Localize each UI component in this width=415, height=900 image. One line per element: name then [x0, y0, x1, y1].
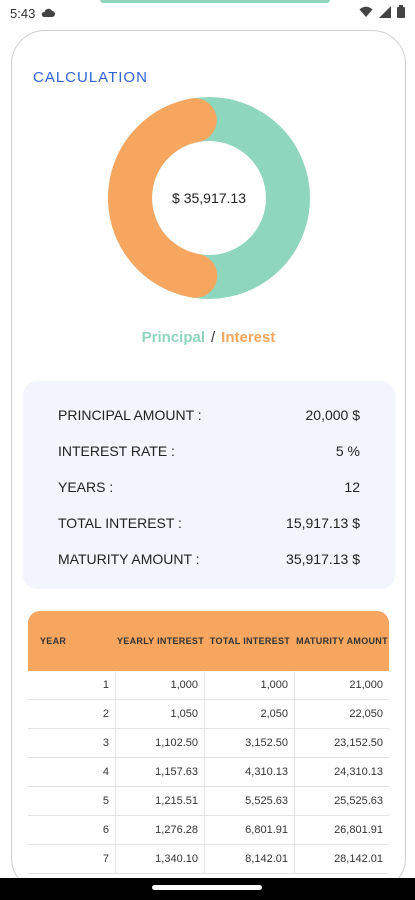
cell-year: 5 [28, 787, 116, 815]
chart-legend: Principal / Interest [12, 329, 405, 346]
summary-panel: PRINCIPAL AMOUNT : 20,000 $ INTEREST RAT… [23, 381, 395, 589]
cell-year: 3 [28, 729, 116, 757]
summary-label: INTEREST RATE : [58, 443, 175, 459]
system-nav-bar [0, 878, 415, 900]
legend-principal: Principal [141, 329, 205, 346]
legend-separator: / [211, 329, 216, 346]
wifi-icon [359, 6, 373, 21]
summary-row-rate: INTEREST RATE : 5 % [58, 443, 360, 459]
summary-row-principal: PRINCIPAL AMOUNT : 20,000 $ [58, 407, 360, 423]
cell-year: 4 [28, 758, 116, 786]
cell-yearly-interest: 1,102.50 [116, 729, 205, 757]
header-total-interest: TOTAL INTEREST [209, 635, 291, 646]
battery-icon [397, 5, 405, 21]
cell-yearly-interest: 1,340.10 [116, 845, 205, 873]
table-row: 5 1,215.51 5,525.63 25,525.63 [28, 787, 389, 816]
cell-maturity-amount: 24,310.13 [334, 766, 383, 778]
table-row: 2 1,050 2,050 22,050 [28, 700, 389, 729]
summary-row-total-interest: TOTAL INTEREST : 15,917.13 $ [58, 515, 360, 531]
cell-maturity-amount: 23,152.50 [334, 737, 383, 749]
header-maturity-amount: MATURITY AMOUNT [296, 635, 388, 646]
table-row: 6 1,276.28 6,801.91 26,801.91 [28, 816, 389, 845]
summary-value: 20,000 $ [305, 407, 361, 423]
summary-value: 12 [344, 479, 360, 495]
cell-total-interest: 8,142.01 [205, 845, 295, 873]
cell-yearly-interest: 1,000 [116, 671, 205, 699]
donut-interest-arc [108, 97, 310, 299]
header-year: YEAR [40, 635, 67, 646]
cell-year: 2 [28, 700, 116, 728]
cell-year: 1 [28, 671, 116, 699]
calculation-title: CALCULATION [33, 69, 148, 86]
cell-maturity-amount: 21,000 [349, 679, 383, 691]
cell-total-interest: 5,525.63 [205, 787, 295, 815]
cell-maturity-amount: 22,050 [349, 708, 383, 720]
summary-value: 5 % [335, 443, 360, 459]
table-header: YEAR YEARLY INTEREST TOTAL INTEREST MATU… [28, 611, 389, 671]
cell-total-interest: 1,000 [205, 671, 295, 699]
cell-yearly-interest: 1,050 [116, 700, 205, 728]
summary-label: PRINCIPAL AMOUNT : [58, 407, 202, 423]
cell-maturity-amount: 26,801.91 [334, 824, 383, 836]
cell-year: 7 [28, 845, 116, 873]
legend-interest: Interest [221, 329, 276, 346]
home-gesture-handle[interactable] [152, 885, 262, 890]
cell-yearly-interest: 1,215.51 [116, 787, 205, 815]
header-yearly-interest: YEARLY INTEREST [116, 635, 205, 646]
donut-total-value: $ 35,917.13 [172, 190, 246, 206]
cell-total-interest: 6,801.91 [205, 816, 295, 844]
cell-total-interest: 2,050 [205, 700, 295, 728]
cell-year: 6 [28, 816, 116, 844]
summary-label: TOTAL INTEREST : [58, 515, 182, 531]
top-accent-bar [100, 0, 330, 3]
table-row: 4 1,157.63 4,310.13 24,310.13 [28, 758, 389, 787]
table-row: 1 1,000 1,000 21,000 [28, 671, 389, 700]
cloud-icon [41, 6, 56, 21]
summary-value: 35,917.13 $ [286, 551, 360, 567]
cell-yearly-interest: 1,157.63 [116, 758, 205, 786]
summary-value: 15,917.13 $ [286, 515, 360, 531]
status-time: 5:43 [10, 5, 36, 21]
interest-table[interactable]: YEAR YEARLY INTEREST TOTAL INTEREST MATU… [28, 611, 389, 891]
status-bar: 5:43 [0, 0, 415, 26]
signal-icon [379, 5, 391, 21]
summary-label: MATURITY AMOUNT : [58, 551, 200, 567]
donut-chart: $ 35,917.13 [108, 97, 310, 299]
cell-maturity-amount: 28,142.01 [334, 853, 383, 865]
table-body: 1 1,000 1,000 21,000 2 1,050 2,050 22,050 3 1,102… [28, 671, 389, 874]
table-row: 3 1,102.50 3,152.50 23,152.50 [28, 729, 389, 758]
cell-yearly-interest: 1,276.28 [116, 816, 205, 844]
summary-label: YEARS : [58, 479, 114, 495]
cell-maturity-amount: 25,525.63 [334, 795, 383, 807]
cell-total-interest: 4,310.13 [205, 758, 295, 786]
cell-total-interest: 3,152.50 [205, 729, 295, 757]
summary-row-maturity: MATURITY AMOUNT : 35,917.13 $ [58, 551, 360, 567]
calculation-card: CALCULATION $ 35,917.13 Principal / Intere… [11, 30, 406, 892]
table-row: 7 1,340.10 8,142.01 28,142.01 [28, 845, 389, 874]
summary-row-years: YEARS : 12 [58, 479, 360, 495]
